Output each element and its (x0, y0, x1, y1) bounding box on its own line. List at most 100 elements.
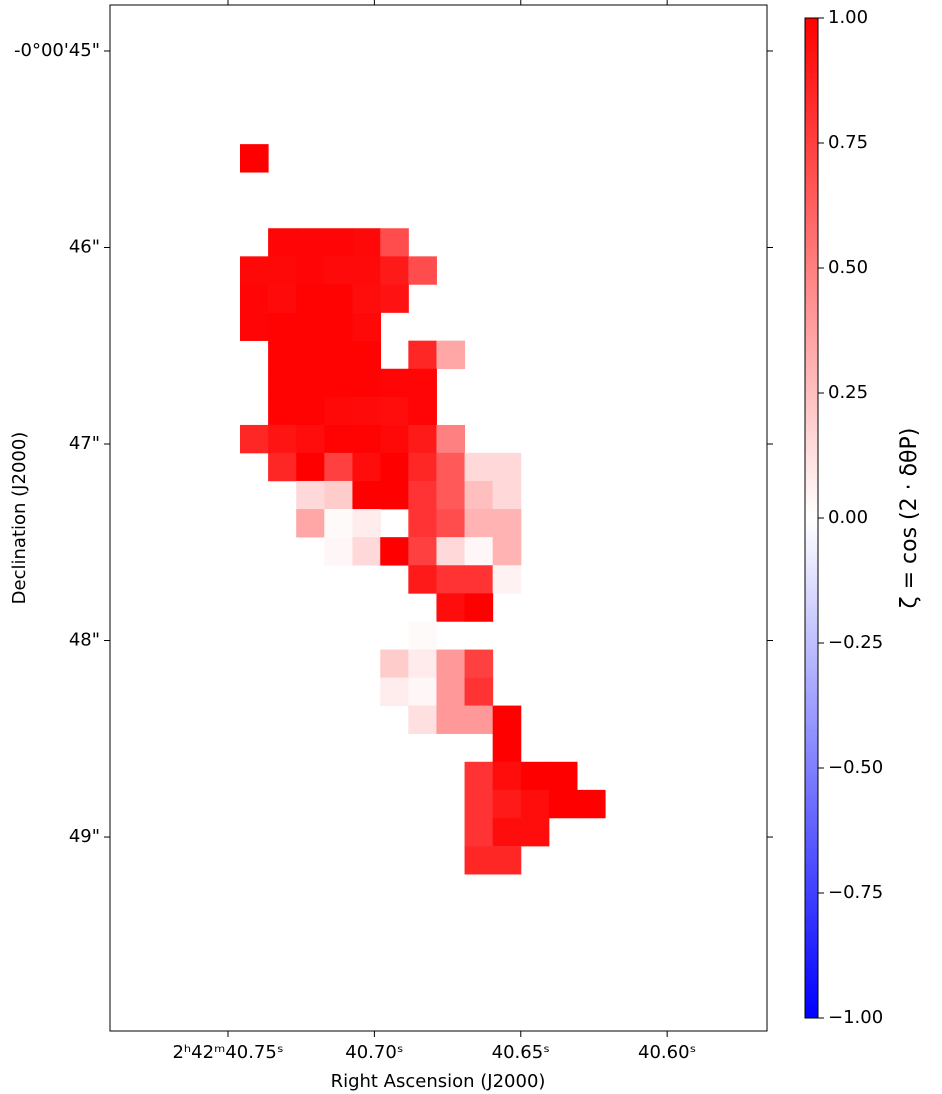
heatmap-cell (324, 480, 353, 510)
heatmap-cell (380, 677, 409, 707)
heatmap-cell (268, 396, 297, 426)
heatmap-cell (492, 705, 522, 734)
heatmap-cell (352, 368, 382, 398)
colorbar-tick-label: −0.50 (828, 757, 883, 778)
heatmap-cell (436, 480, 466, 510)
heatmap-cell (380, 452, 409, 482)
heatmap-cell (352, 340, 382, 370)
heatmap-cell (296, 256, 325, 285)
heatmap-cell (492, 846, 522, 875)
x-tick-label: 40.70ˢ (345, 1042, 403, 1063)
heatmap-cell (380, 537, 409, 566)
heatmap-cell (464, 817, 494, 847)
heatmap-cell (408, 424, 437, 454)
heatmap-cell (464, 452, 494, 482)
heatmap-cell (520, 761, 550, 791)
heatmap-cell (464, 593, 494, 622)
heatmap-cell (352, 537, 382, 566)
heatmap-cell (324, 256, 353, 285)
x-tick-label: 40.60ˢ (638, 1042, 696, 1063)
heatmap-cell (352, 256, 382, 285)
plot-frame (109, 4, 768, 1032)
heatmap-cell (464, 480, 494, 510)
y-tick-label: 46" (69, 236, 100, 257)
heatmap-cell (576, 789, 606, 819)
heatmap-cell (324, 340, 353, 370)
heatmap-cell (408, 396, 437, 426)
heatmap-cell (408, 340, 437, 370)
heatmap-cell (436, 424, 466, 454)
heatmap-cell (408, 509, 437, 538)
heatmap-cell (296, 509, 325, 538)
heatmap-cell (352, 228, 382, 257)
y-axis-label: Declination (J2000) (9, 432, 30, 605)
heatmap-cell (268, 340, 297, 370)
heatmap-cell (492, 480, 522, 510)
heatmap-cell (464, 761, 494, 791)
heatmap-cell (408, 565, 437, 594)
heatmap-cell (352, 452, 382, 482)
heatmap-cell (268, 452, 297, 482)
heatmap-cell (268, 256, 297, 285)
heatmap-cell (408, 256, 437, 285)
heatmap-cell (408, 621, 437, 650)
heatmap-cell (464, 846, 494, 875)
heatmap-cell (268, 424, 297, 454)
heatmap-cell (352, 424, 382, 454)
heatmap-cell (296, 340, 325, 370)
colorbar-tick-label: −0.75 (828, 882, 883, 903)
heatmap-cell (436, 565, 466, 594)
heatmap-cell (296, 480, 325, 510)
heatmap-cell (548, 761, 578, 791)
heatmap-cell (380, 480, 409, 510)
heatmap-cell (408, 452, 437, 482)
heatmap-cell (352, 480, 382, 510)
heatmap-cell (352, 509, 382, 538)
heatmap-cell (324, 312, 353, 341)
heatmap-cell (296, 424, 325, 454)
heatmap-cell (352, 396, 382, 426)
heatmap-cell (268, 228, 297, 257)
heatmap-cell (492, 789, 522, 819)
heatmap-cell (436, 649, 466, 678)
heatmap-cell (436, 593, 466, 622)
heatmap-cell (464, 537, 494, 566)
heatmap-cell (352, 312, 382, 341)
y-tick-label: 49" (69, 826, 100, 847)
heatmap-cell (380, 396, 409, 426)
heatmap-cell (296, 228, 325, 257)
heatmap-cell (436, 677, 466, 707)
heatmap-cell (408, 649, 437, 678)
heatmap-cell (324, 228, 353, 257)
heatmap-cell (464, 509, 494, 538)
heatmap-cell (436, 340, 466, 370)
heatmap-cell (436, 537, 466, 566)
colorbar-tick-label: −0.25 (828, 632, 883, 653)
y-tick-label: 48" (69, 630, 100, 651)
colorbar (804, 17, 819, 1019)
heatmap-cell (239, 284, 269, 313)
heatmap-cell (492, 509, 522, 538)
x-tick-label: 40.65ˢ (492, 1042, 550, 1063)
heatmap-cell (408, 705, 437, 734)
heatmap-cell (464, 677, 494, 707)
colorbar-tick-label: 0.75 (828, 132, 868, 153)
heatmap-cell (380, 284, 409, 313)
heatmap-cell (520, 817, 550, 847)
colorbar-tick-label: 1.00 (828, 7, 868, 28)
heatmap-cell (239, 424, 269, 454)
colorbar-label: ζ = cos (2 · δθP) (897, 428, 922, 609)
heatmap-cell (464, 565, 494, 594)
heatmap-cell (492, 761, 522, 791)
heatmap-cell (520, 789, 550, 819)
heatmap-cell (408, 677, 437, 707)
y-tick-label: -0°00'45" (14, 40, 100, 61)
heatmap-cell (239, 144, 269, 173)
heatmap-cell (436, 509, 466, 538)
heatmap-cell (408, 537, 437, 566)
colorbar-tick-label: −1.00 (828, 1007, 883, 1028)
colorbar-tick-label: 0.00 (828, 507, 868, 528)
heatmap-cell (296, 368, 325, 398)
